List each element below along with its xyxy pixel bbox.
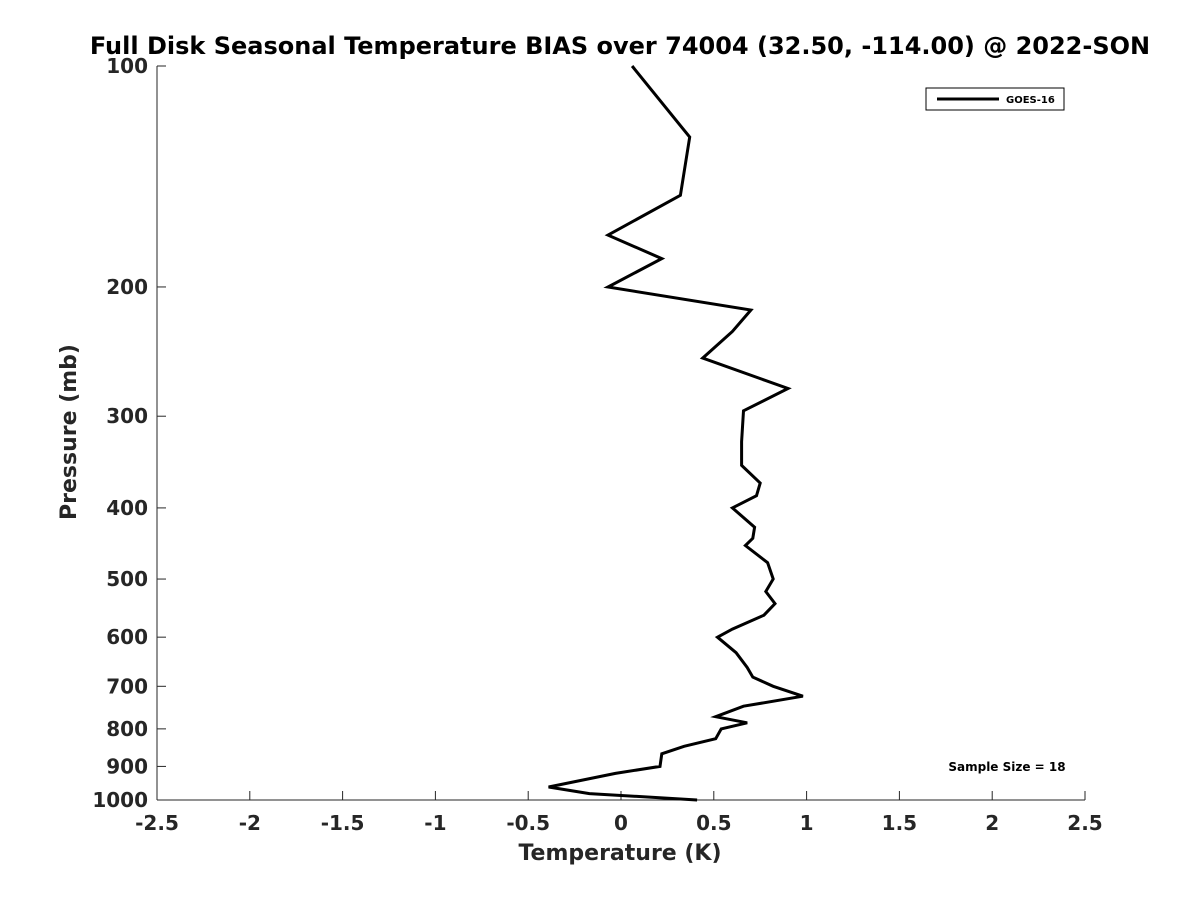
legend: GOES-16	[925, 87, 1065, 111]
x-tick-label: -2.5	[135, 811, 179, 835]
sample-size-annotation: Sample Size = 18	[948, 760, 1065, 774]
x-tick-label: -1	[424, 811, 446, 835]
x-tick-label: 2	[985, 811, 999, 835]
y-tick-label: 600	[106, 625, 148, 649]
y-tick-label: 700	[106, 674, 148, 698]
y-axis-ticks: 100 200 300 400 500 600 700 800 900 1000	[92, 54, 166, 812]
plot-axes	[156, 66, 1085, 801]
y-tick-label: 200	[106, 275, 148, 299]
y-axis-label: Pressure (mb)	[57, 344, 82, 520]
x-tick-label: 1	[800, 811, 814, 835]
x-tick-label: -1.5	[321, 811, 365, 835]
x-tick-label: 2.5	[1067, 811, 1102, 835]
x-tick-label: 0.5	[696, 811, 731, 835]
y-tick-label: 900	[106, 754, 148, 778]
y-tick-label: 800	[106, 717, 148, 741]
x-tick-label: 1.5	[882, 811, 917, 835]
legend-label-goes16: GOES-16	[1006, 95, 1055, 106]
series-line-goes16	[548, 65, 804, 802]
series-group	[548, 65, 804, 802]
y-tick-label: 1000	[92, 788, 148, 812]
y-tick-label: 300	[106, 404, 148, 428]
chart-title: Full Disk Seasonal Temperature BIAS over…	[90, 32, 1150, 60]
y-tick-label: 400	[106, 496, 148, 520]
x-tick-label: 0	[614, 811, 628, 835]
x-tick-label: -0.5	[506, 811, 550, 835]
y-tick-label: 500	[106, 567, 148, 591]
x-axis-label: Temperature (K)	[518, 841, 721, 866]
x-tick-label: -2	[239, 811, 261, 835]
y-tick-label: 100	[106, 54, 148, 78]
x-axis-ticks: -2.5 -2 -1.5 -1 -0.5 0 0.5 1 1.5 2 2.5	[135, 791, 1103, 835]
